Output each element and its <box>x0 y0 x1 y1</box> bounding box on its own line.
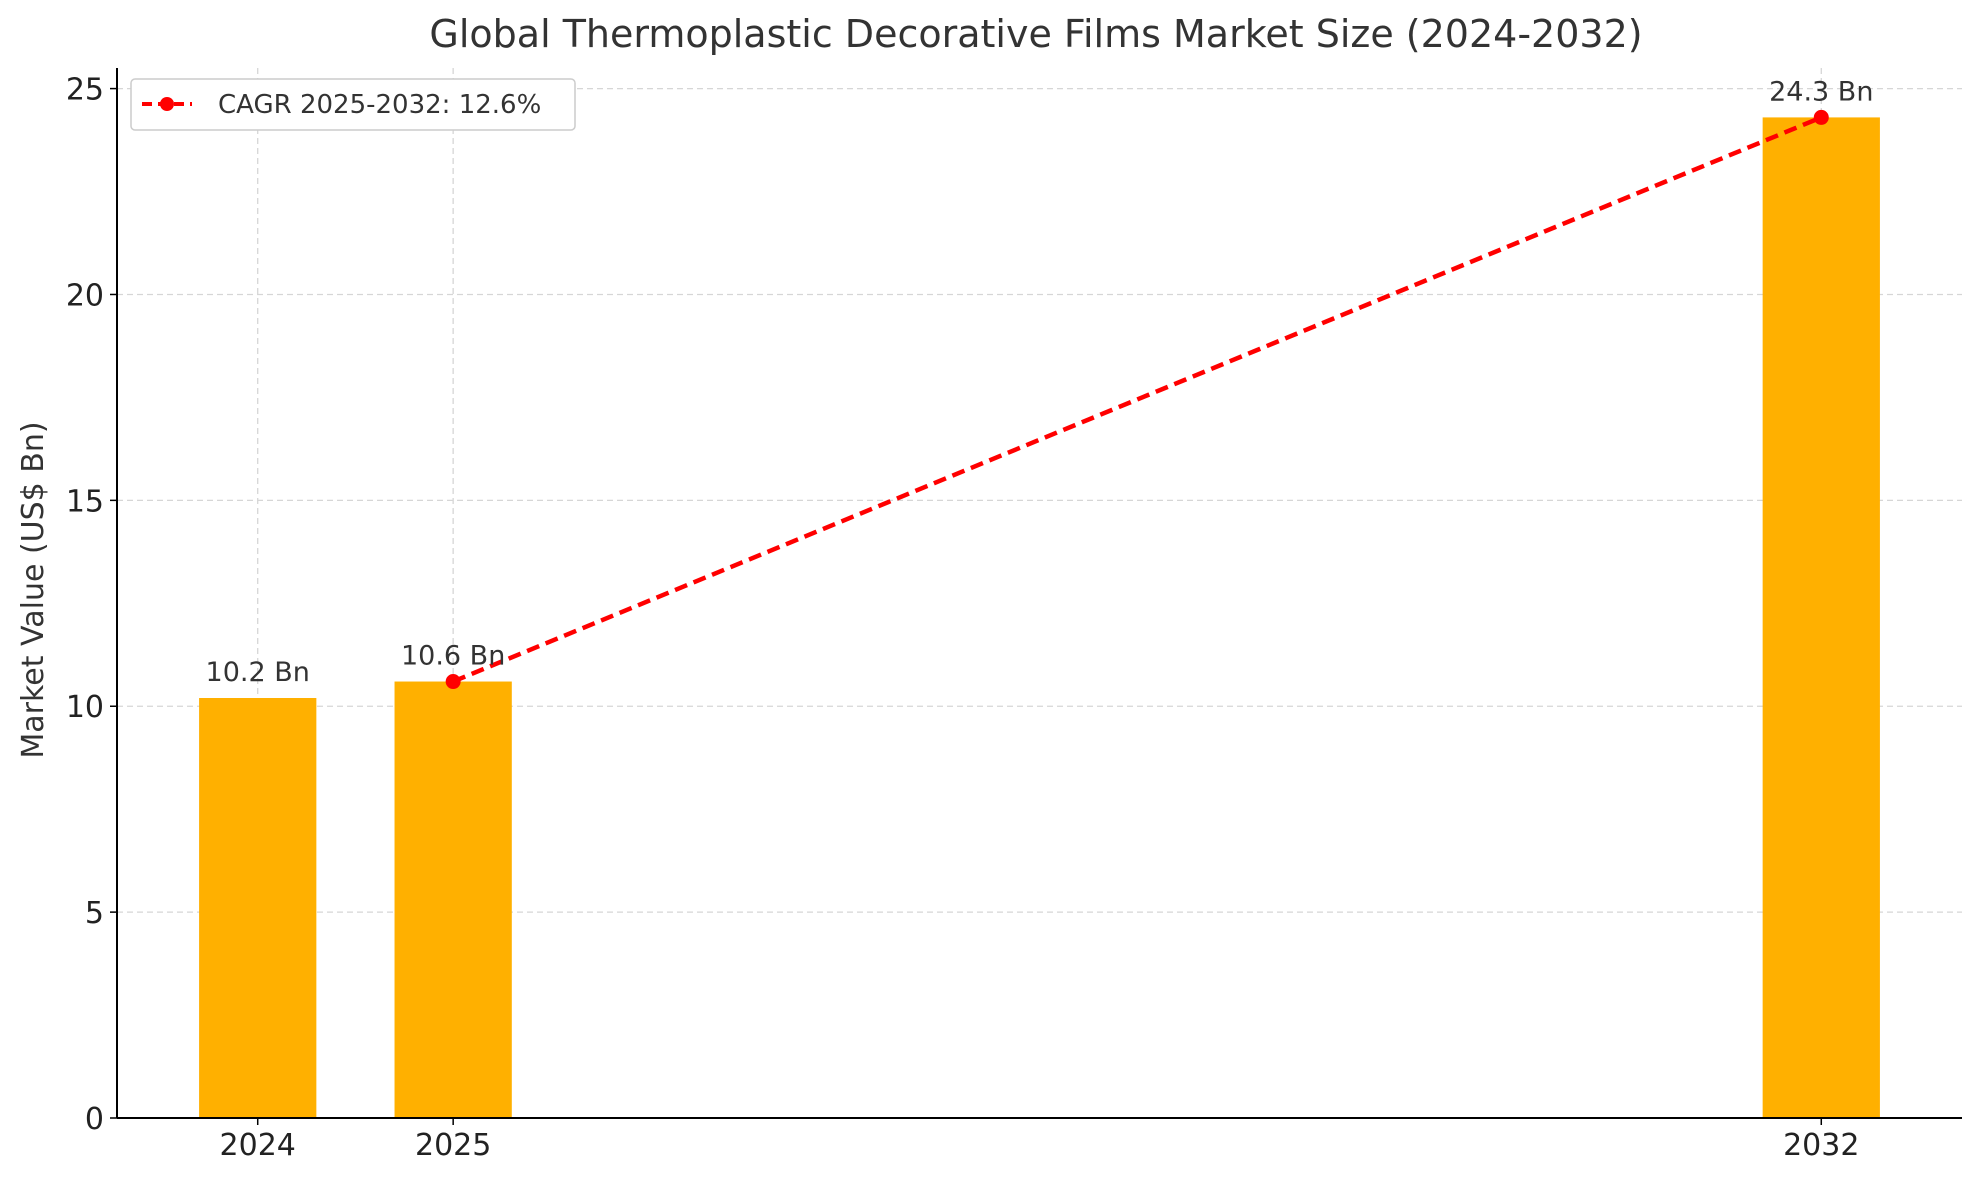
legend-label: CAGR 2025-2032: 12.6% <box>218 90 541 120</box>
x-tick-label: 2025 <box>415 1128 491 1163</box>
bar-2025 <box>394 681 512 1118</box>
y-tick-label: 0 <box>85 1102 104 1137</box>
y-tick-label: 5 <box>85 896 104 931</box>
y-tick-label: 10 <box>66 690 104 725</box>
data-label-2032: 24.3 Bn <box>1769 76 1873 107</box>
data-label-2024: 10.2 Bn <box>206 657 310 688</box>
x-tick-label: 2032 <box>1783 1128 1859 1163</box>
legend-marker-swatch <box>160 97 174 111</box>
cagr-point-2032 <box>1813 109 1829 125</box>
y-tick-label: 15 <box>66 484 104 519</box>
legend: CAGR 2025-2032: 12.6% <box>130 78 576 131</box>
x-tick-label: 2024 <box>220 1128 296 1163</box>
y-tick-label: 25 <box>66 73 104 108</box>
grid-lines <box>117 68 1962 1119</box>
bar-2032 <box>1762 117 1880 1119</box>
data-label-2025: 10.6 Bn <box>401 641 505 672</box>
chart-title: Global Thermoplastic Decorative Films Ma… <box>429 12 1642 56</box>
cagr-line <box>452 115 1823 684</box>
bars <box>199 117 1880 1119</box>
y-axis-title: Market Value (US$ Bn) <box>16 421 51 758</box>
cagr-point-2025 <box>445 674 461 690</box>
y-tick-label: 20 <box>66 278 104 313</box>
bar-2024 <box>199 698 317 1118</box>
cagr-line-series <box>445 109 1829 690</box>
legend-box <box>130 78 576 131</box>
data-labels: 10.2 Bn 10.6 Bn 24.3 Bn <box>206 76 1874 688</box>
